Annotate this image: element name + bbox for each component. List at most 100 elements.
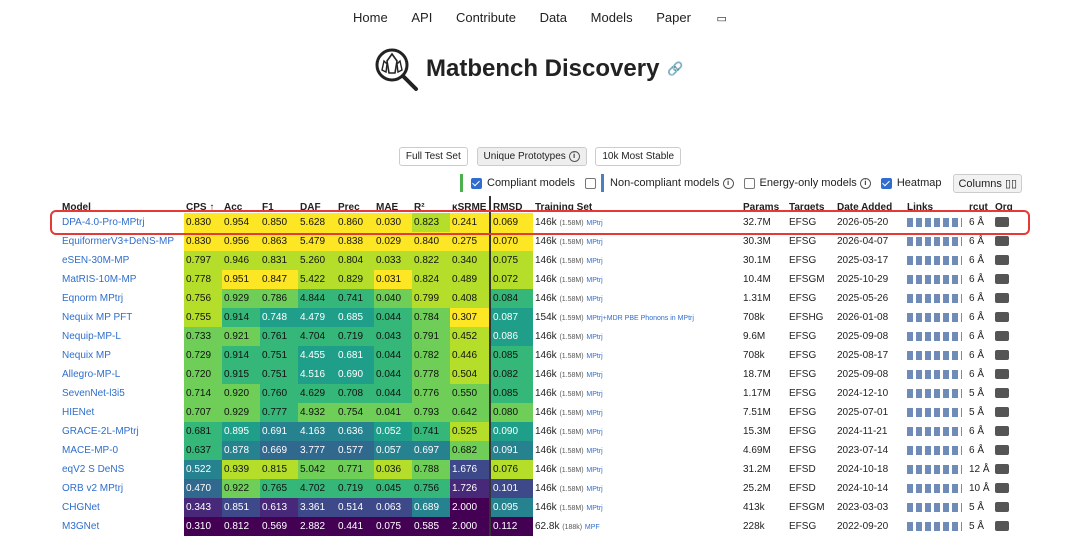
- col-training-set[interactable]: Training Set: [535, 202, 593, 213]
- table-row[interactable]: M3GNet 0.310 0.812 0.569 2.882 0.441 0.075 0.58…: [60, 517, 1023, 536]
- col-daf[interactable]: DAF: [300, 202, 321, 213]
- model-name[interactable]: CHGNet: [62, 502, 100, 513]
- link-icon[interactable]: 🔗: [667, 61, 684, 76]
- training-set-link[interactable]: MPtrj: [586, 296, 603, 303]
- links-icons[interactable]: [907, 236, 962, 246]
- links-icons[interactable]: [907, 483, 962, 493]
- compliant-checkbox[interactable]: [471, 177, 482, 189]
- links-icons[interactable]: [907, 445, 962, 455]
- model-name[interactable]: DPA-4.0-Pro-MPtrj: [62, 217, 145, 228]
- model-name[interactable]: Nequix MP: [62, 350, 111, 361]
- table-row[interactable]: SevenNet-l3i5 0.714 0.920 0.760 4.629 0.708 0.…: [60, 384, 1023, 403]
- org-logo-icon[interactable]: [995, 293, 1009, 304]
- training-set-link[interactable]: MPF: [584, 524, 600, 531]
- links-icons[interactable]: [907, 521, 962, 531]
- unique-prototypes-button[interactable]: Unique Prototypes i: [476, 147, 587, 167]
- col-prec[interactable]: Prec: [338, 202, 360, 213]
- nav-models[interactable]: Models: [590, 10, 633, 25]
- org-logo-icon[interactable]: [995, 217, 1009, 228]
- table-row[interactable]: eSEN-30M-MP 0.797 0.946 0.831 5.260 0.804 0.03…: [60, 251, 1023, 270]
- col-mae[interactable]: MAE: [376, 202, 399, 213]
- col-acc[interactable]: Acc: [224, 202, 243, 213]
- model-name[interactable]: ORB v2 MPtrj: [62, 483, 124, 494]
- energy-only-checkbox[interactable]: [743, 177, 755, 189]
- model-name[interactable]: HIENet: [62, 407, 95, 418]
- org-logo-icon[interactable]: [995, 407, 1009, 418]
- org-logo-icon[interactable]: [995, 388, 1009, 399]
- table-row[interactable]: Nequix MP 0.729 0.914 0.751 4.455 0.681 0.044 0…: [60, 346, 1023, 365]
- model-name[interactable]: Nequix MP PFT: [62, 312, 133, 323]
- table-row[interactable]: DPA-4.0-Pro-MPtrj 0.830 0.954 0.850 5.628 0.8…: [60, 213, 1023, 232]
- info-icon[interactable]: i: [568, 151, 580, 162]
- org-logo-icon[interactable]: [995, 369, 1009, 380]
- nav-api[interactable]: API: [411, 10, 433, 25]
- links-icons[interactable]: [907, 217, 962, 227]
- training-set-link[interactable]: MPtrj: [586, 486, 603, 493]
- training-set-link[interactable]: MPtrj: [586, 505, 603, 512]
- training-set-link[interactable]: MPtrj: [586, 448, 603, 455]
- table-row[interactable]: EquiformerV3+DeNS-MP 0.830 0.956 0.863 5.479…: [60, 232, 1023, 251]
- table-row[interactable]: CHGNet 0.343 0.851 0.613 3.361 0.514 0.063 0.68…: [60, 498, 1023, 517]
- col-org[interactable]: Org: [995, 202, 1013, 213]
- training-set-link[interactable]: MPtrj: [586, 467, 603, 474]
- nav-paper[interactable]: Paper: [656, 10, 691, 25]
- model-name[interactable]: M3GNet: [62, 521, 100, 532]
- model-name[interactable]: eqV2 S DeNS: [62, 464, 125, 475]
- training-set-link[interactable]: MPtrj: [586, 258, 603, 265]
- links-icons[interactable]: [907, 350, 962, 360]
- columns-button[interactable]: Columns ▯▯: [953, 173, 1023, 193]
- table-row[interactable]: ORB v2 MPtrj 0.470 0.922 0.765 4.702 0.719 0.0…: [60, 479, 1023, 498]
- 10k-most-stable-button[interactable]: 10k Most Stable: [595, 147, 682, 167]
- noncompliant-checkbox[interactable]: [585, 177, 597, 189]
- training-set-link[interactable]: MPtrj: [586, 353, 603, 360]
- nav-data[interactable]: Data: [539, 10, 568, 25]
- heatmap-checkbox[interactable]: [880, 177, 892, 189]
- links-icons[interactable]: [907, 426, 962, 436]
- links-icons[interactable]: [907, 369, 962, 379]
- compliant-toggle[interactable]: Compliant models: [471, 177, 575, 189]
- org-logo-icon[interactable]: [995, 274, 1009, 285]
- energy-only-toggle[interactable]: Energy-only models i: [743, 177, 871, 189]
- table-row[interactable]: MACE-MP-0 0.637 0.878 0.669 3.777 0.577 0.057 0…: [60, 441, 1023, 460]
- noncompliant-toggle[interactable]: Non-compliant models i: [585, 174, 734, 192]
- col-r2[interactable]: R²: [414, 202, 425, 213]
- model-name[interactable]: eSEN-30M-MP: [62, 255, 130, 266]
- links-icons[interactable]: [907, 502, 962, 512]
- col-model[interactable]: Model: [62, 202, 91, 213]
- table-row[interactable]: MatRIS-10M-MP 0.778 0.951 0.847 5.422 0.829 0.…: [60, 270, 1023, 289]
- table-row[interactable]: Allegro-MP-L 0.720 0.915 0.751 4.516 0.690 0.0…: [60, 365, 1023, 384]
- table-row[interactable]: Nequix MP PFT 0.755 0.914 0.748 4.479 0.685 0.…: [60, 308, 1023, 327]
- training-set-link[interactable]: MPtrj: [586, 372, 603, 379]
- col-targets[interactable]: Targets: [789, 202, 825, 213]
- full-test-set-button[interactable]: Full Test Set: [398, 147, 468, 167]
- org-logo-icon[interactable]: [995, 350, 1009, 361]
- model-name[interactable]: Eqnorm MPtrj: [62, 293, 124, 304]
- heatmap-toggle[interactable]: Heatmap: [880, 177, 941, 189]
- nav-home[interactable]: Home: [353, 10, 388, 25]
- model-name[interactable]: GRACE-2L-MPtrj: [62, 426, 139, 437]
- training-set-link[interactable]: MPtrj: [586, 391, 603, 398]
- links-icons[interactable]: [907, 388, 962, 398]
- links-icons[interactable]: [907, 293, 962, 303]
- nav-contribute[interactable]: Contribute: [455, 10, 516, 25]
- training-set-link[interactable]: MPtrj: [586, 410, 603, 417]
- links-icons[interactable]: [907, 312, 962, 322]
- training-set-link[interactable]: MPtrj: [586, 239, 603, 246]
- model-name[interactable]: Nequip-MP-L: [62, 331, 121, 342]
- org-logo-icon[interactable]: [995, 445, 1009, 456]
- links-icons[interactable]: [907, 464, 962, 474]
- table-row[interactable]: Nequip-MP-L 0.733 0.921 0.761 4.704 0.719 0.04…: [60, 327, 1023, 346]
- col-params[interactable]: Params: [743, 202, 780, 213]
- org-logo-icon[interactable]: [995, 483, 1009, 494]
- col-rcut[interactable]: rcut: [969, 202, 988, 213]
- training-set-link[interactable]: MPtrj: [586, 429, 603, 436]
- model-name[interactable]: SevenNet-l3i5: [62, 388, 125, 399]
- links-icons[interactable]: [907, 255, 962, 265]
- model-name[interactable]: MatRIS-10M-MP: [62, 274, 137, 285]
- table-row[interactable]: HIENet 0.707 0.929 0.777 4.932 0.754 0.041 0.79…: [60, 403, 1023, 422]
- col-rmsd[interactable]: RMSD: [489, 196, 533, 213]
- info-icon[interactable]: i: [859, 177, 871, 189]
- info-icon[interactable]: i: [722, 177, 734, 189]
- table-row[interactable]: Eqnorm MPtrj 0.756 0.929 0.786 4.844 0.741 0.0…: [60, 289, 1023, 308]
- org-logo-icon[interactable]: [995, 236, 1009, 247]
